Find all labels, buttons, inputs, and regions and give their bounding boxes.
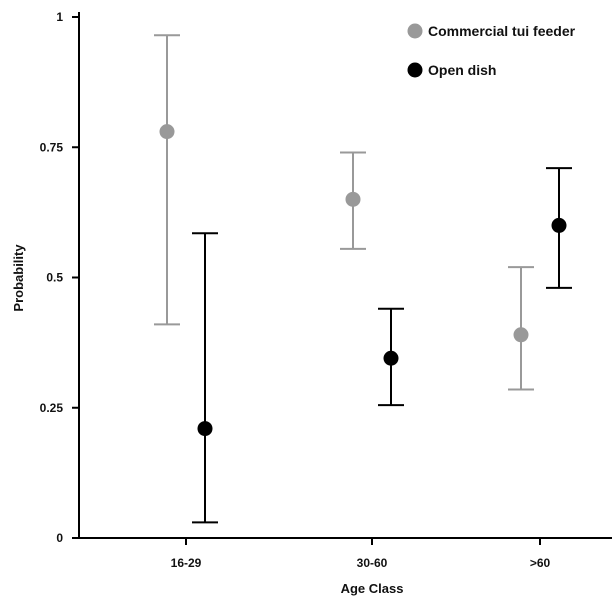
y-tick-label: 0.5	[46, 271, 63, 285]
data-point	[513, 327, 529, 343]
y-tick-label: 0.75	[40, 140, 64, 154]
legend-marker	[407, 62, 423, 78]
legend: Commercial tui feeder Open dish	[407, 23, 576, 78]
data-marks	[154, 34, 572, 524]
x-tick-label: 16-29	[171, 556, 202, 570]
error-bar	[192, 232, 218, 524]
data-point	[383, 350, 399, 366]
x-axis: 16-29 30-60 >60	[79, 537, 612, 570]
error-bar	[154, 34, 180, 326]
x-tick-label: 30-60	[357, 556, 388, 570]
y-tick-label: 0.25	[40, 401, 64, 415]
data-point	[551, 217, 567, 233]
x-tick-label: >60	[530, 556, 551, 570]
y-tick-label: 1	[56, 10, 63, 24]
legend-label: Commercial tui feeder	[428, 23, 576, 39]
data-point	[345, 191, 361, 207]
legend-marker	[407, 23, 423, 39]
data-point	[197, 421, 213, 437]
y-tick-label: 0	[56, 531, 63, 545]
y-axis: 0 0.25 0.5 0.75 1	[40, 10, 80, 545]
y-axis-title: Probability	[11, 244, 26, 312]
data-point	[159, 124, 175, 140]
legend-label: Open dish	[428, 62, 496, 78]
x-axis-title: Age Class	[341, 581, 404, 596]
